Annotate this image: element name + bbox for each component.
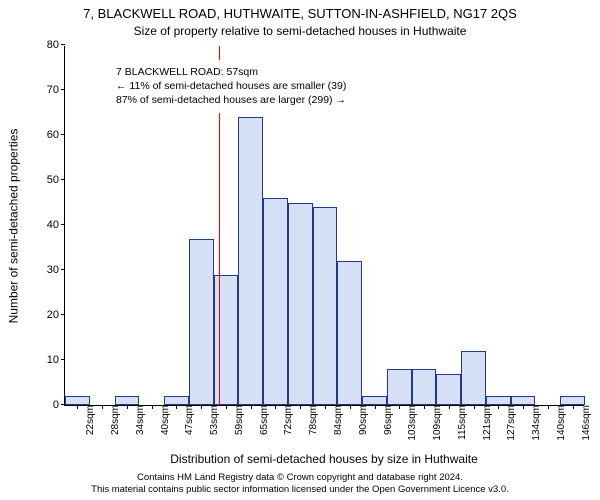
x-tick-label: 65sqm: [255, 405, 270, 435]
x-tick-label: 127sqm: [502, 405, 517, 441]
histogram-bar: [337, 261, 362, 405]
y-tick-mark: [61, 44, 65, 45]
footnote: Contains HM Land Registry data © Crown c…: [0, 472, 600, 497]
histogram-bar: [560, 396, 585, 405]
histogram-bar: [238, 117, 263, 405]
y-tick-label: 40: [47, 219, 65, 231]
x-tick-mark: [573, 405, 574, 409]
x-tick-mark: [350, 405, 351, 409]
chart-plot-area: 0102030405060708022sqm28sqm34sqm40sqm47s…: [64, 46, 584, 406]
x-tick-mark: [548, 405, 549, 409]
x-tick-label: 53sqm: [205, 405, 220, 435]
x-tick-mark: [523, 405, 524, 409]
x-tick-mark: [399, 405, 400, 409]
footnote-line-2: This material contains public sector inf…: [0, 484, 600, 496]
x-tick-label: 47sqm: [180, 405, 195, 435]
annotation-line: 7 BLACKWELL ROAD: 57sqm: [116, 65, 346, 79]
y-tick-mark: [61, 314, 65, 315]
y-tick-mark: [61, 179, 65, 180]
x-tick-label: 115sqm: [453, 405, 468, 440]
x-tick-label: 90sqm: [354, 405, 369, 435]
x-tick-mark: [77, 405, 78, 409]
histogram-bar: [189, 239, 214, 406]
x-tick-mark: [226, 405, 227, 409]
y-tick-mark: [61, 224, 65, 225]
x-tick-mark: [152, 405, 153, 409]
x-tick-label: 121sqm: [478, 405, 493, 441]
histogram-bar: [288, 203, 313, 406]
x-tick-label: 140sqm: [552, 405, 567, 441]
y-tick-label: 0: [53, 399, 65, 411]
x-tick-label: 134sqm: [527, 405, 542, 441]
x-tick-label: 34sqm: [131, 405, 146, 435]
x-tick-label: 28sqm: [106, 405, 121, 435]
x-tick-label: 146sqm: [577, 405, 592, 441]
x-tick-mark: [251, 405, 252, 409]
x-tick-mark: [375, 405, 376, 409]
annotation-box: 7 BLACKWELL ROAD: 57sqm← 11% of semi-det…: [109, 60, 353, 113]
x-tick-label: 78sqm: [304, 405, 319, 435]
x-tick-mark: [300, 405, 301, 409]
histogram-bar: [436, 374, 461, 406]
y-tick-label: 50: [47, 174, 65, 186]
y-axis-label: Number of semi-detached properties: [6, 46, 20, 406]
x-tick-mark: [127, 405, 128, 409]
x-tick-mark: [102, 405, 103, 409]
histogram-bar: [362, 396, 387, 405]
histogram-bar: [115, 396, 140, 405]
histogram-bar: [387, 369, 412, 405]
x-tick-label: 40sqm: [156, 405, 171, 435]
x-tick-label: 96sqm: [379, 405, 394, 435]
x-tick-mark: [275, 405, 276, 409]
histogram-bar: [263, 198, 288, 405]
y-tick-label: 70: [47, 84, 65, 96]
histogram-bar: [214, 275, 239, 406]
x-tick-mark: [325, 405, 326, 409]
y-tick-label: 10: [47, 354, 65, 366]
x-tick-label: 22sqm: [81, 405, 96, 435]
y-axis-label-text: Number of semi-detached properties: [6, 129, 20, 324]
y-tick-label: 60: [47, 129, 65, 141]
histogram-bar: [164, 396, 189, 405]
histogram-bar: [313, 207, 338, 405]
y-tick-mark: [61, 89, 65, 90]
y-tick-label: 20: [47, 309, 65, 321]
x-tick-mark: [424, 405, 425, 409]
x-tick-label: 84sqm: [329, 405, 344, 435]
x-tick-label: 103sqm: [403, 405, 418, 441]
histogram-bar: [461, 351, 486, 405]
title-sub: Size of property relative to semi-detach…: [0, 24, 600, 38]
x-tick-mark: [201, 405, 202, 409]
histogram-bar: [412, 369, 437, 405]
x-tick-label: 59sqm: [230, 405, 245, 435]
y-tick-label: 80: [47, 39, 65, 51]
y-tick-label: 30: [47, 264, 65, 276]
x-tick-label: 72sqm: [279, 405, 294, 435]
y-tick-mark: [61, 134, 65, 135]
y-tick-mark: [61, 269, 65, 270]
histogram-bar: [511, 396, 536, 405]
x-tick-mark: [449, 405, 450, 409]
x-tick-mark: [498, 405, 499, 409]
histogram-bar: [65, 396, 90, 405]
annotation-line: ← 11% of semi-detached houses are smalle…: [116, 79, 346, 93]
x-axis-label: Distribution of semi-detached houses by …: [64, 452, 584, 466]
y-tick-mark: [61, 359, 65, 360]
x-tick-label: 109sqm: [428, 405, 443, 441]
annotation-line: 87% of semi-detached houses are larger (…: [116, 93, 346, 107]
x-tick-mark: [474, 405, 475, 409]
histogram-bar: [486, 396, 511, 405]
x-tick-mark: [176, 405, 177, 409]
title-main: 7, BLACKWELL ROAD, HUTHWAITE, SUTTON-IN-…: [0, 6, 600, 21]
footnote-line-1: Contains HM Land Registry data © Crown c…: [0, 472, 600, 484]
